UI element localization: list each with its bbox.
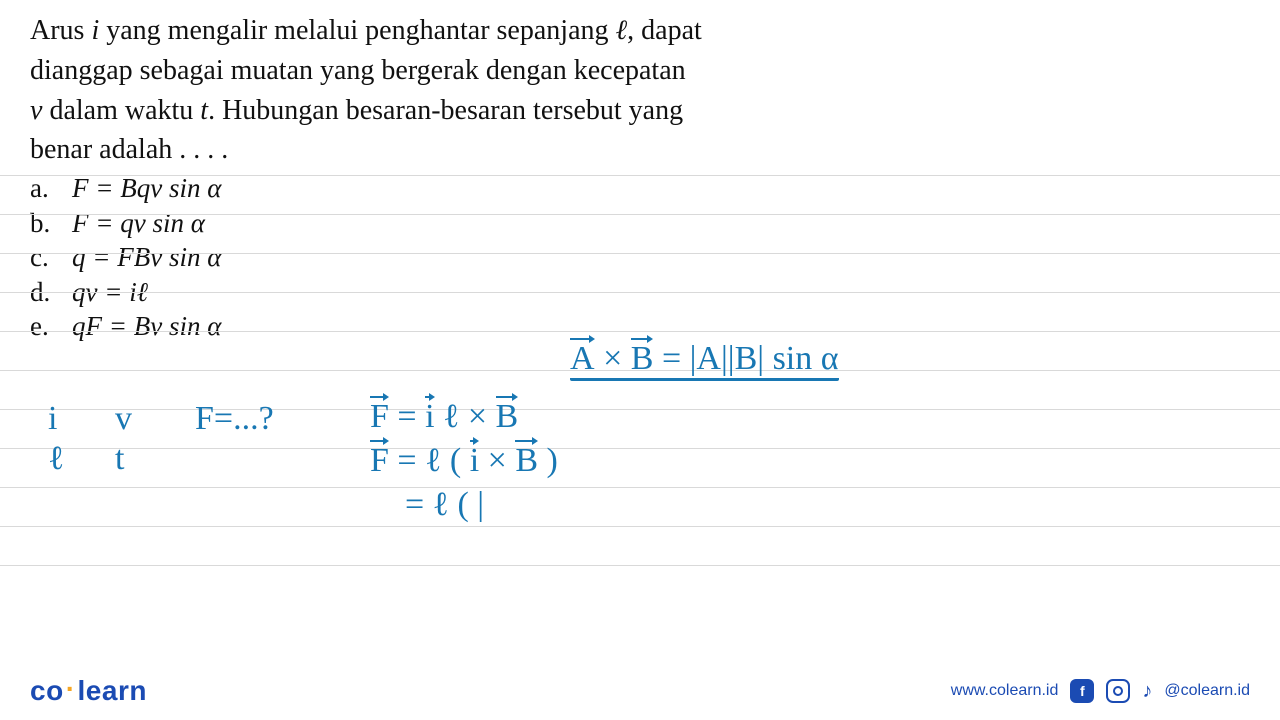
instagram-icon: [1106, 679, 1130, 703]
question-line-4: benar adalah . . . .: [30, 131, 1250, 169]
tiktok-icon: ♪: [1142, 680, 1152, 703]
vec-A: A: [570, 340, 595, 377]
rule-line: [0, 565, 1280, 566]
ruled-area: [0, 170, 1280, 660]
hand-step1: F = i ℓ × B: [370, 398, 518, 435]
hand-given-v: v: [115, 400, 132, 437]
footer: co·learn www.colearn.id f ♪ @colearn.id: [0, 662, 1280, 720]
footer-handle: @colearn.id: [1164, 682, 1250, 700]
var-v: v: [30, 95, 42, 126]
hand-step3: = ℓ ( |: [405, 486, 484, 523]
var-t: t: [200, 95, 208, 126]
rule-line: [0, 214, 1280, 215]
hand-fq: F=...?: [195, 400, 274, 437]
rule-line: [0, 292, 1280, 293]
text: yang mengalir melalui penghantar sepanja…: [99, 15, 615, 46]
vec-B: B: [496, 398, 519, 435]
footer-right: www.colearn.id f ♪ @colearn.id: [951, 679, 1250, 703]
text: , dapat: [627, 15, 702, 46]
question-line-3: v dalam waktu t. Hubungan besaran-besara…: [30, 92, 1250, 130]
question-line-2: dianggap sebagai muatan yang bergerak de…: [30, 52, 1250, 90]
vec-B: B: [515, 442, 538, 479]
facebook-icon: f: [1070, 679, 1094, 703]
rule-line: [0, 448, 1280, 449]
hand-given-t: t: [115, 440, 124, 477]
hand-given-l: ℓ: [48, 440, 64, 477]
var-l: ℓ: [616, 15, 628, 46]
rule-line: [0, 526, 1280, 527]
vec-F: F: [370, 398, 389, 435]
hand-cross-formula: A × B = |A||B| sin α: [570, 340, 839, 381]
vec-i: i: [425, 398, 434, 435]
text: dalam waktu: [42, 95, 200, 126]
footer-site-url: www.colearn.id: [951, 682, 1059, 700]
page-root: Arus i yang mengalir melalui penghantar …: [0, 0, 1280, 720]
brand-co: co: [30, 675, 64, 706]
rule-line: [0, 331, 1280, 332]
brand-dot-icon: ·: [64, 673, 78, 704]
text: . Hubungan besaran-besaran tersebut yang: [208, 95, 683, 126]
vec-F: F: [370, 442, 389, 479]
vec-B: B: [631, 340, 654, 377]
rule-line: [0, 487, 1280, 488]
question-line-1: Arus i yang mengalir melalui penghantar …: [30, 12, 1250, 50]
vec-i: i: [470, 442, 479, 479]
brand-logo: co·learn: [30, 675, 147, 707]
rule-line: [0, 175, 1280, 176]
rule-line: [0, 253, 1280, 254]
brand-learn: learn: [78, 675, 147, 706]
text: Arus: [30, 15, 91, 46]
rule-line: [0, 409, 1280, 410]
hand-given-i: i: [48, 400, 57, 437]
hand-step2: F = ℓ ( i × B ): [370, 442, 558, 479]
